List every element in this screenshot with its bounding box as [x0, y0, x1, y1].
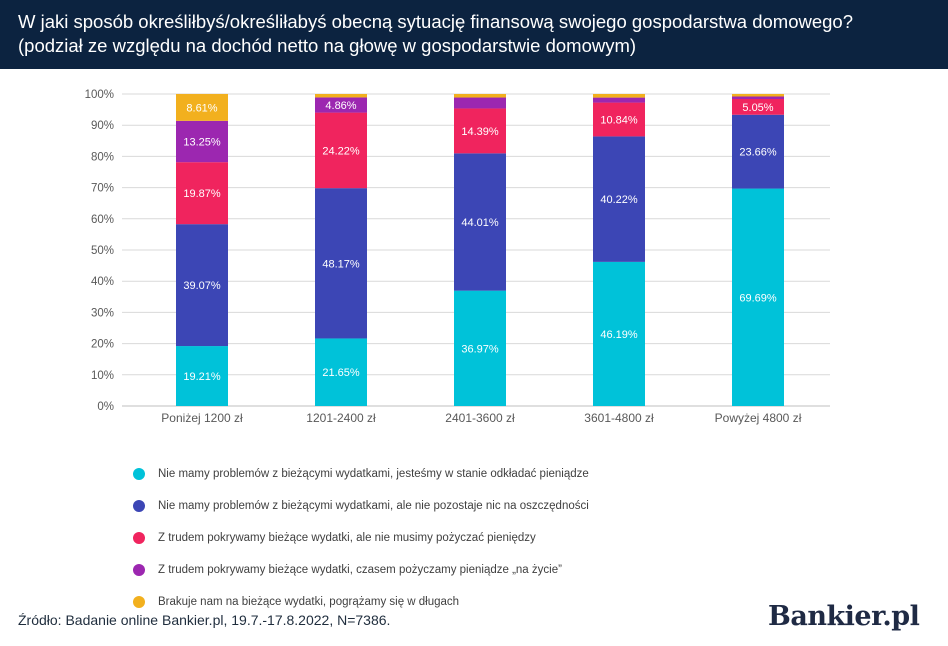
bar-segment: [454, 94, 506, 98]
legend-item: Nie mamy problemów z bieżącymi wydatkami…: [133, 458, 589, 490]
bar-segment: [176, 120, 228, 163]
y-tick-label: 70%: [91, 183, 114, 195]
chart-title-line-2: (podział ze względu na dochód netto na g…: [18, 35, 637, 56]
bar-segment: [593, 136, 645, 262]
bar-segment: [176, 224, 228, 347]
y-tick-label: 90%: [91, 120, 114, 132]
data-label: 4.86%: [325, 100, 356, 112]
bar-segment: [732, 94, 784, 97]
bankier-logo: Bankier.pl: [768, 601, 920, 632]
bar-segment: [593, 102, 645, 137]
legend-swatch: [133, 564, 145, 576]
bar-segment: [454, 108, 506, 154]
bar-segment: [315, 97, 367, 113]
bar-segment: [593, 97, 645, 103]
x-tick-label: 3601-4800 zł: [584, 411, 654, 425]
bar-segment: [315, 94, 367, 98]
data-label: 19.87%: [183, 188, 221, 200]
data-label: 39.07%: [183, 280, 221, 292]
y-tick-label: 0%: [97, 401, 114, 413]
y-tick-label: 60%: [91, 214, 114, 226]
bar-segment: [454, 97, 506, 109]
data-label: 44.01%: [461, 217, 499, 229]
legend-label: Z trudem pokrywamy bieżące wydatki, czas…: [158, 564, 562, 576]
data-label: 21.65%: [322, 367, 360, 379]
source-note: Źródło: Badanie online Bankier.pl, 19.7.…: [18, 612, 391, 628]
data-label: 13.25%: [183, 137, 221, 149]
bar-segment: [732, 96, 784, 99]
bar-segment: [454, 290, 506, 406]
bar-segment: [176, 346, 228, 406]
x-tick-label: Powyżej 4800 zł: [715, 411, 802, 425]
legend-item: Z trudem pokrywamy bieżące wydatki, ale …: [133, 522, 589, 554]
legend-swatch: [133, 500, 145, 512]
data-label: 19.21%: [183, 371, 221, 383]
header-bar: W jaki sposób określiłbyś/określiłabyś o…: [0, 0, 948, 69]
y-tick-label: 30%: [91, 307, 114, 319]
bar-segment: [176, 93, 228, 121]
legend-item: Brakuje nam na bieżące wydatki, pogrążam…: [133, 586, 589, 618]
x-tick-label: 1201-2400 zł: [306, 411, 376, 425]
legend-item: Nie mamy problemów z bieżącymi wydatkami…: [133, 490, 589, 522]
x-tick-label: Poniżej 1200 zł: [161, 411, 243, 425]
bar-segment: [732, 188, 784, 406]
y-tick-label: 100%: [85, 89, 114, 101]
legend-label: Nie mamy problemów z bieżącymi wydatkami…: [158, 500, 589, 512]
y-tick-label: 40%: [91, 276, 114, 288]
legend-label: Brakuje nam na bieżące wydatki, pogrążam…: [158, 596, 460, 608]
y-tick-label: 50%: [91, 245, 114, 257]
y-tick-label: 10%: [91, 370, 114, 382]
chart-title-line-1: W jaki sposób określiłbyś/określiłabyś o…: [18, 11, 853, 32]
data-label: 14.39%: [461, 126, 499, 138]
legend-swatch: [133, 468, 145, 480]
bar-segment: [593, 261, 645, 406]
bar-segment: [732, 114, 784, 189]
legend-label: Nie mamy problemów z bieżącymi wydatkami…: [158, 468, 589, 480]
data-label: 40.22%: [600, 194, 638, 206]
bar-segment: [315, 112, 367, 189]
data-label: 8.61%: [186, 102, 217, 114]
legend-item: Z trudem pokrywamy bieżące wydatki, czas…: [133, 554, 589, 586]
data-label: 46.19%: [600, 329, 638, 341]
data-label: 24.22%: [322, 145, 360, 157]
bar-segment: [315, 338, 367, 406]
bar-segment: [315, 188, 367, 339]
legend-swatch: [133, 532, 145, 544]
data-label: 23.66%: [739, 147, 777, 159]
legend: Nie mamy problemów z bieżącymi wydatkami…: [133, 458, 589, 618]
data-label: 48.17%: [322, 258, 360, 270]
data-label: 10.84%: [600, 114, 638, 126]
bar-segment: [454, 153, 506, 291]
y-tick-label: 20%: [91, 339, 114, 351]
x-tick-label: 2401-3600 zł: [445, 411, 515, 425]
bar-segment: [176, 162, 228, 225]
legend-label: Z trudem pokrywamy bieżące wydatki, ale …: [158, 532, 536, 544]
chart-title: W jaki sposób określiłbyś/określiłabyś o…: [18, 10, 853, 58]
bar-segment: [732, 98, 784, 115]
data-label: 36.97%: [461, 343, 499, 355]
legend-swatch: [133, 596, 145, 608]
data-label: 69.69%: [739, 292, 777, 304]
data-label: 5.05%: [742, 102, 773, 114]
bar-segment: [593, 94, 645, 98]
stacked-bar-chart: 0% 10% 20% 30% 40% 50% 60% 70% 80% 90% 100% 19.21% 3…: [85, 89, 830, 425]
y-tick-label: 80%: [91, 151, 114, 163]
